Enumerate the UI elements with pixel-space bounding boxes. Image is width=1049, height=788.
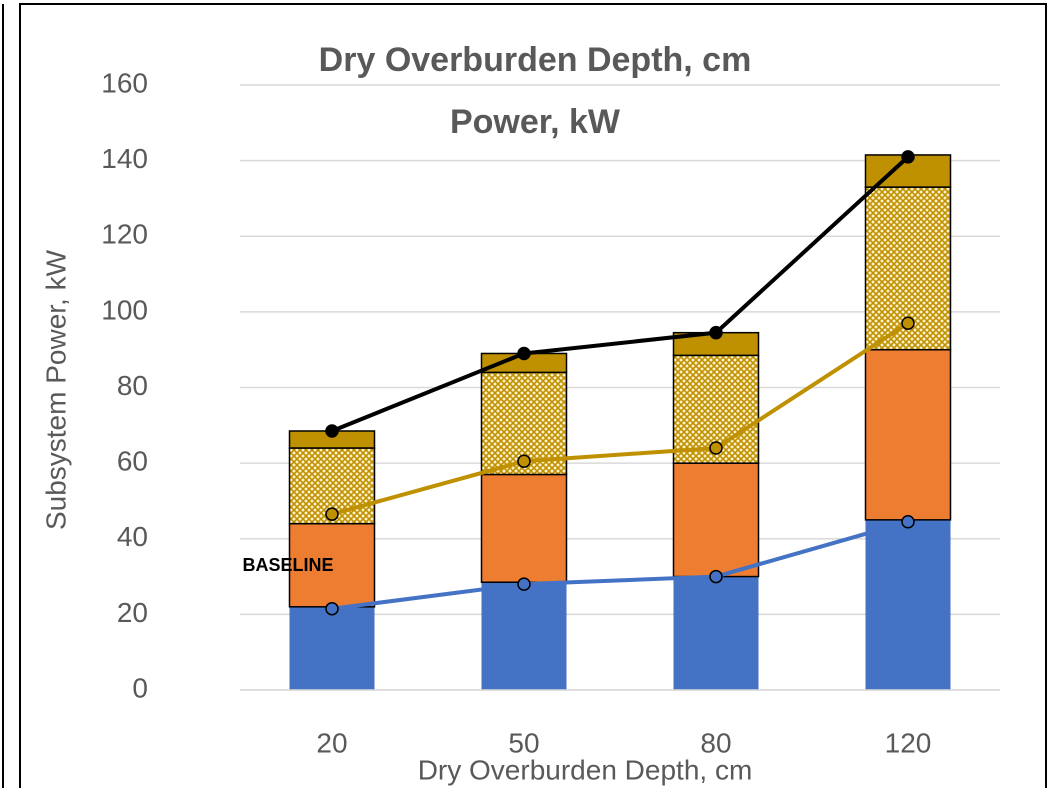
line-marker	[517, 346, 531, 361]
chart-title: Power, kW	[450, 103, 621, 141]
line-marker	[901, 150, 915, 164]
bar-segment	[865, 519, 951, 690]
x-tick-label: 20	[316, 727, 347, 758]
line-marker	[709, 441, 723, 455]
line-marker	[709, 325, 723, 340]
line-marker	[517, 577, 531, 591]
line-marker	[901, 514, 915, 529]
line-series	[331, 519, 909, 611]
x-tick-label: 50	[508, 727, 539, 758]
x-axis-label: Dry Overburden Depth, cm	[418, 754, 753, 785]
y-tick-label: 100	[101, 294, 148, 325]
y-tick-label: 40	[117, 521, 148, 552]
bar-segment	[289, 606, 375, 690]
bar-segment	[672, 462, 760, 578]
line-marker	[709, 569, 723, 584]
y-tick-label: 80	[117, 370, 148, 401]
line-series	[331, 155, 910, 433]
y-tick-label: 0	[132, 672, 148, 703]
bar-segment	[673, 576, 759, 690]
line-series	[331, 321, 910, 517]
line-marker	[325, 601, 339, 616]
line-marker	[325, 424, 339, 438]
x-tick-label: 80	[700, 727, 731, 758]
y-tick-label: 160	[101, 67, 148, 98]
line-marker	[325, 507, 339, 521]
bar-segment	[288, 522, 376, 608]
y-tick-label: 120	[101, 219, 148, 250]
x-tick-label: 120	[885, 727, 932, 758]
y-tick-label: 20	[117, 597, 148, 628]
bar-segment	[481, 582, 567, 690]
line-marker	[517, 454, 531, 468]
line-marker	[901, 316, 915, 330]
bar-segment	[864, 348, 952, 521]
chart-title: Dry Overburden Depth, cm	[319, 41, 752, 79]
y-tick-label: 140	[101, 143, 148, 174]
y-axis-label: Subsystem Power, kW	[40, 249, 71, 530]
bar-segment	[480, 473, 568, 583]
chart-frame	[19, 3, 1047, 788]
y-tick-label: 60	[117, 446, 148, 477]
annotation: BASELINE	[242, 555, 333, 575]
